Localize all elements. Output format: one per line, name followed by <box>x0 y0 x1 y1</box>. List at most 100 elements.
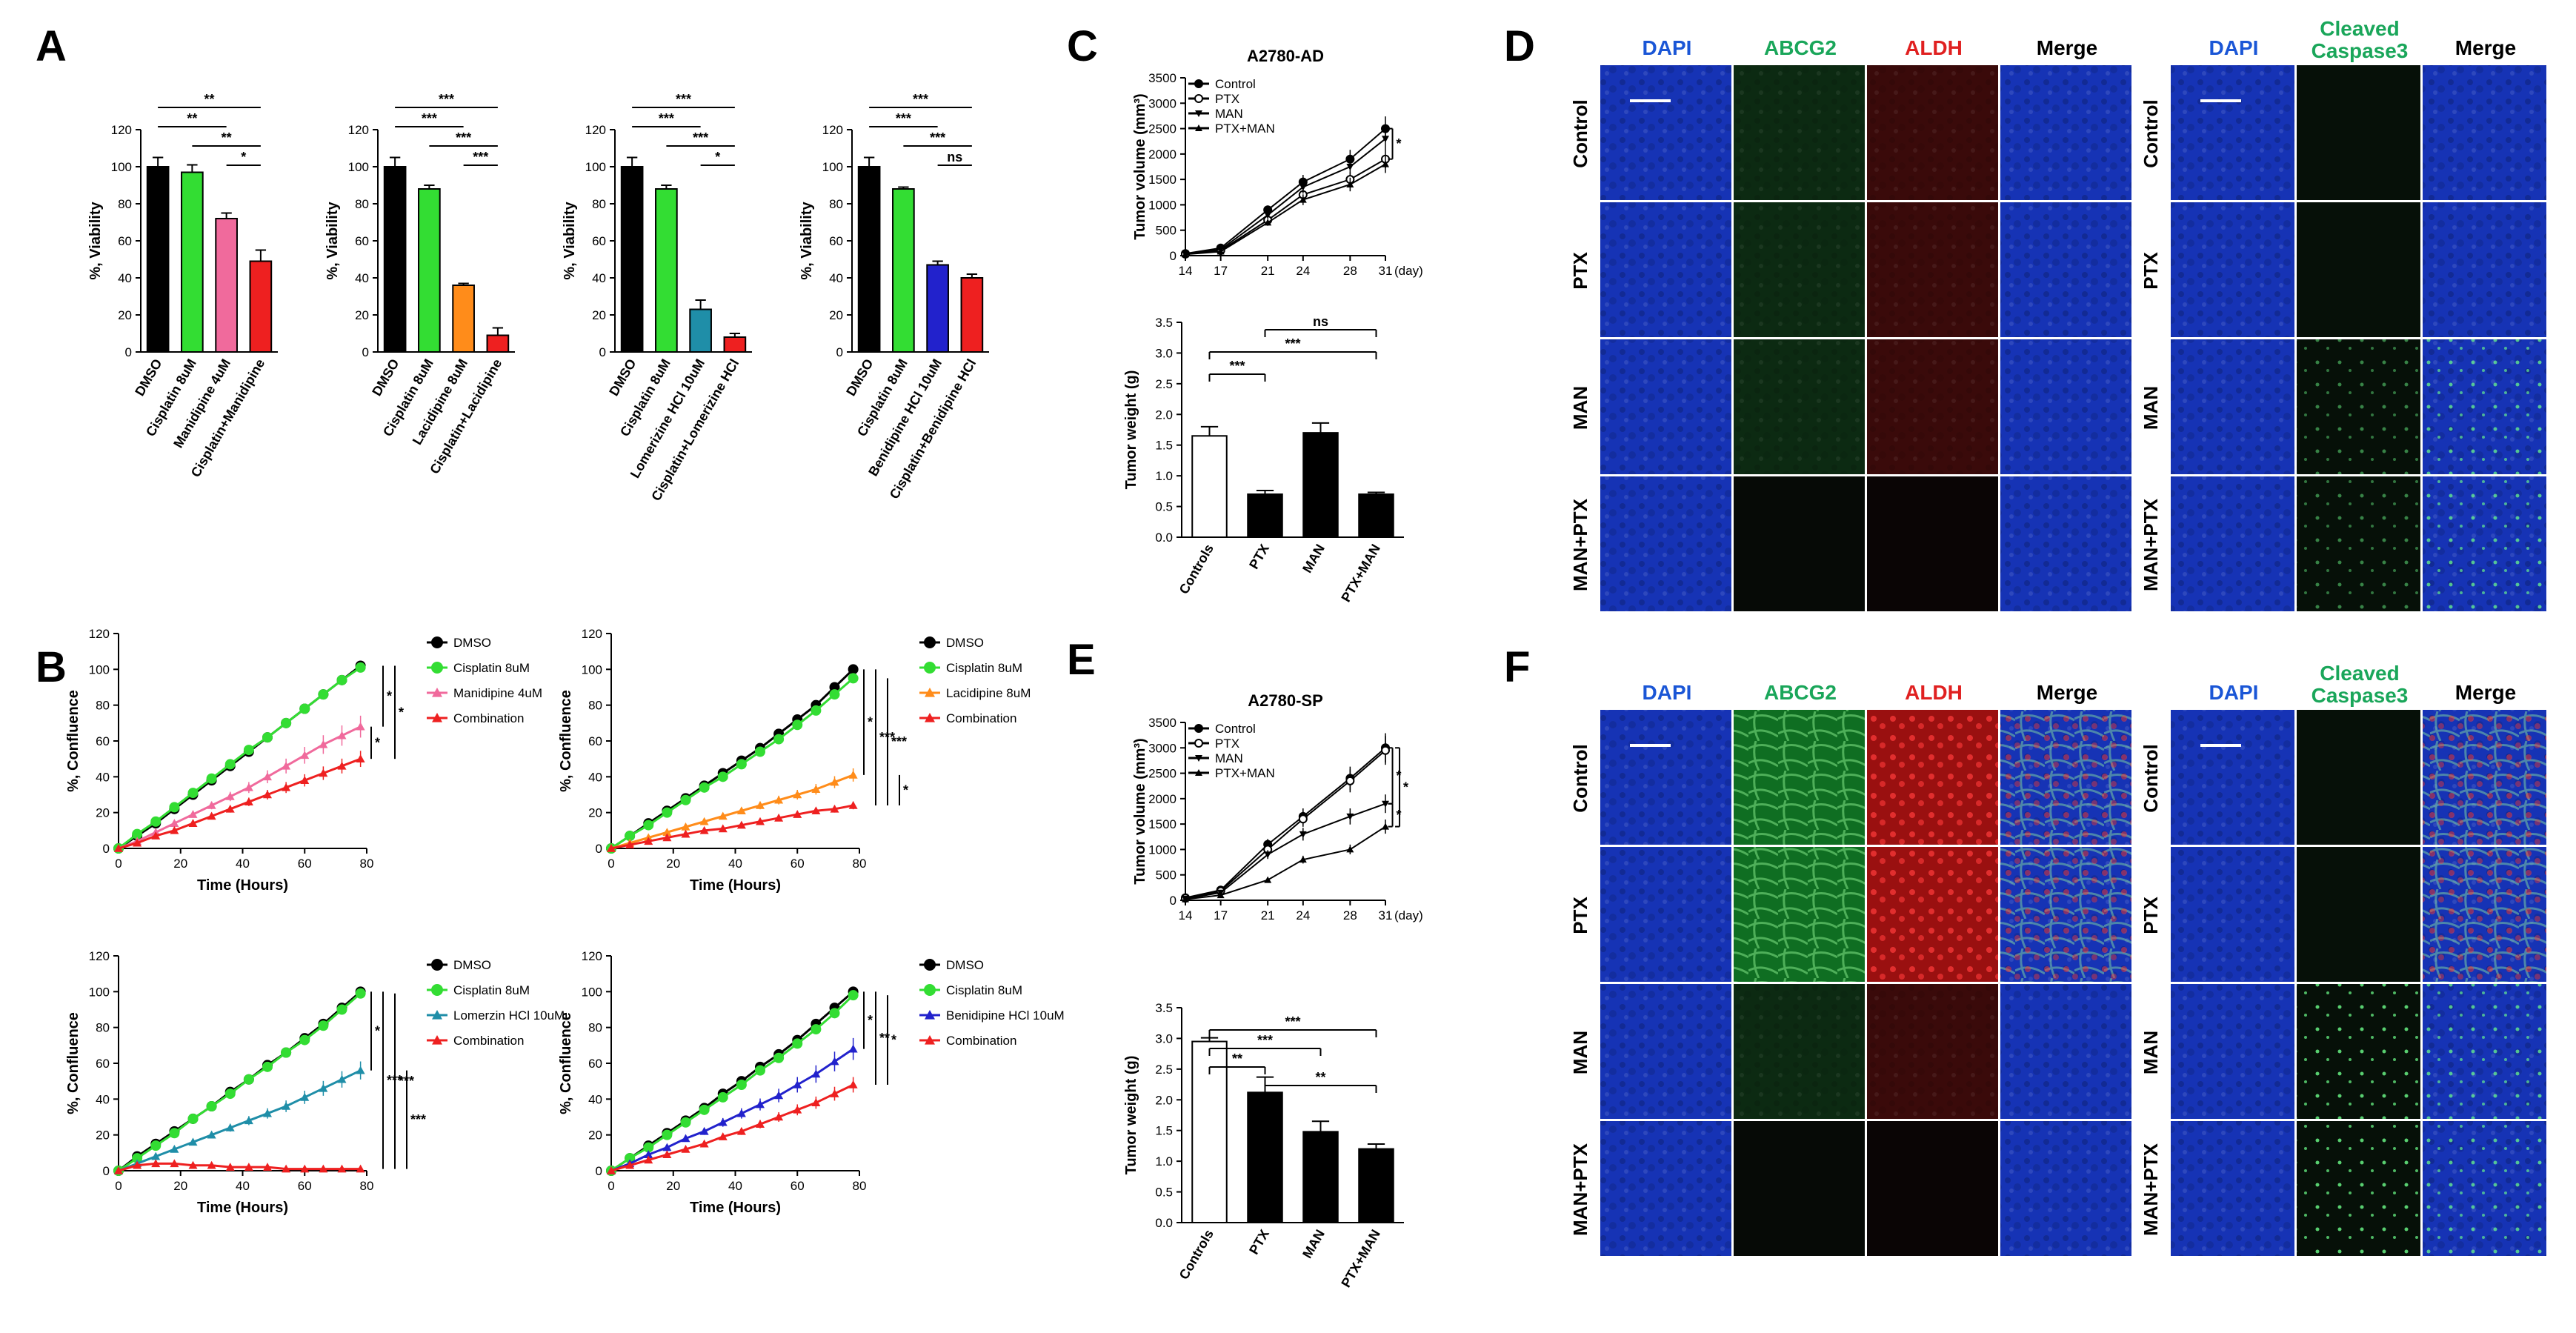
data-point <box>755 1065 765 1076</box>
data-point <box>736 1108 746 1117</box>
data-point <box>319 739 328 748</box>
data-point <box>224 1088 236 1100</box>
data-point <box>848 770 858 779</box>
y-tick-label: 60 <box>96 734 110 748</box>
y-tick-label: 80 <box>118 197 132 211</box>
category-label: Controls <box>1176 542 1217 596</box>
sig-label: * <box>903 782 908 797</box>
x-tick-label: 21 <box>1261 264 1275 278</box>
legend-label: Manidipine 4uM <box>453 686 542 700</box>
micro-texture <box>1734 339 1865 474</box>
sig-label: ** <box>204 92 214 107</box>
data-point <box>1299 184 1307 191</box>
micro-tile <box>1867 476 1998 611</box>
column-header: ABCG2 <box>1764 681 1837 704</box>
row-label: PTX <box>2140 252 2162 290</box>
x-unit-label: (day) <box>1394 908 1423 923</box>
row-label: PTX <box>1569 897 1591 934</box>
sig-label: *** <box>410 1112 426 1127</box>
y-tick-label: 0 <box>1170 249 1176 263</box>
y-tick-label: 0.5 <box>1155 1186 1173 1200</box>
data-point <box>718 1117 728 1126</box>
legend-label: Control <box>1215 722 1256 736</box>
data-point <box>848 1044 858 1053</box>
y-tick-label: 2500 <box>1148 767 1176 781</box>
column-header: ABCG2 <box>1764 36 1837 59</box>
sig-label: * <box>1397 768 1402 783</box>
micro-texture <box>2000 476 2131 611</box>
legend-marker <box>1195 124 1202 131</box>
micro-texture <box>1867 202 1998 337</box>
column-header: Merge <box>2455 681 2516 704</box>
micro-fibers <box>1734 847 1865 982</box>
y-tick-label: 2.5 <box>1155 377 1173 391</box>
sig-label: ns <box>947 150 962 164</box>
data-point <box>736 1126 746 1135</box>
data-point <box>848 801 858 809</box>
legend-label: Combination <box>946 1034 1016 1048</box>
micro-green-overlay <box>2423 1121 2546 1256</box>
data-point <box>699 817 709 825</box>
y-tick-label: 80 <box>355 197 369 211</box>
data-point <box>1299 196 1307 203</box>
legend-label: DMSO <box>453 636 491 650</box>
data-point <box>1381 745 1390 755</box>
row-label: PTX <box>1569 252 1591 290</box>
micro-texture <box>2000 65 2131 200</box>
panel-label-b: B <box>36 643 67 691</box>
row-label: MAN <box>2140 386 2162 430</box>
x-tick-label: 60 <box>791 857 805 871</box>
data-point <box>300 776 310 784</box>
data-point <box>206 1101 217 1111</box>
chart-b1-manidipine-confluence: 0 20 40 60 80 100 120 %, Confluence 0 20 40 60 80 Tim… <box>65 627 542 894</box>
legend-label: Cisplatin 8uM <box>946 661 1022 675</box>
sig-label: *** <box>891 734 907 749</box>
data-point <box>793 1105 802 1114</box>
micro-texture <box>1600 476 1731 611</box>
x-tick-label: 80 <box>360 857 374 871</box>
micro-dots <box>2297 339 2420 474</box>
micro-texture <box>2171 710 2294 845</box>
y-tick-label: 0 <box>596 1164 602 1178</box>
y-tick-label: 100 <box>582 662 602 677</box>
legend-label: Cisplatin 8uM <box>453 661 530 675</box>
y-tick-label: 0 <box>599 345 606 359</box>
data-point <box>318 689 329 700</box>
data-point <box>114 844 123 852</box>
x-tick-label: 24 <box>1296 908 1310 923</box>
data-point <box>662 1129 673 1140</box>
y-tick-label: 2500 <box>1148 122 1176 136</box>
y-tick-label: 60 <box>588 734 602 748</box>
x-tick-label: 0 <box>115 857 122 871</box>
series-line <box>1185 158 1386 255</box>
series-line <box>1185 749 1386 900</box>
category-label: Controls <box>1176 1227 1217 1282</box>
y-tick-label: 60 <box>96 1057 110 1071</box>
y-tick-label: 0 <box>836 345 843 359</box>
legend-marker <box>1194 79 1203 88</box>
data-point <box>718 1132 728 1140</box>
sig-label: *** <box>1257 1033 1273 1048</box>
data-point <box>336 1004 347 1015</box>
y-tick-label: 60 <box>588 1057 602 1071</box>
data-point <box>662 807 673 818</box>
data-point <box>1264 212 1272 219</box>
legend-label: DMSO <box>453 958 491 972</box>
legend-marker <box>432 1035 442 1045</box>
sig-label: *** <box>930 130 945 145</box>
column-header: DAPI <box>1643 681 1692 704</box>
data-point <box>756 1100 765 1108</box>
x-tick-label: 60 <box>791 1179 805 1193</box>
y-tick-label: 1.0 <box>1155 1154 1173 1169</box>
series-line <box>118 1162 361 1172</box>
x-axis-label: Time (Hours) <box>690 1200 781 1216</box>
series-line <box>1185 825 1386 900</box>
y-tick-label: 20 <box>96 1128 110 1143</box>
data-point <box>792 719 803 731</box>
y-tick-label: 80 <box>96 1021 110 1035</box>
data-point <box>848 664 859 675</box>
legend-marker <box>1194 739 1203 748</box>
data-point <box>1382 160 1389 167</box>
